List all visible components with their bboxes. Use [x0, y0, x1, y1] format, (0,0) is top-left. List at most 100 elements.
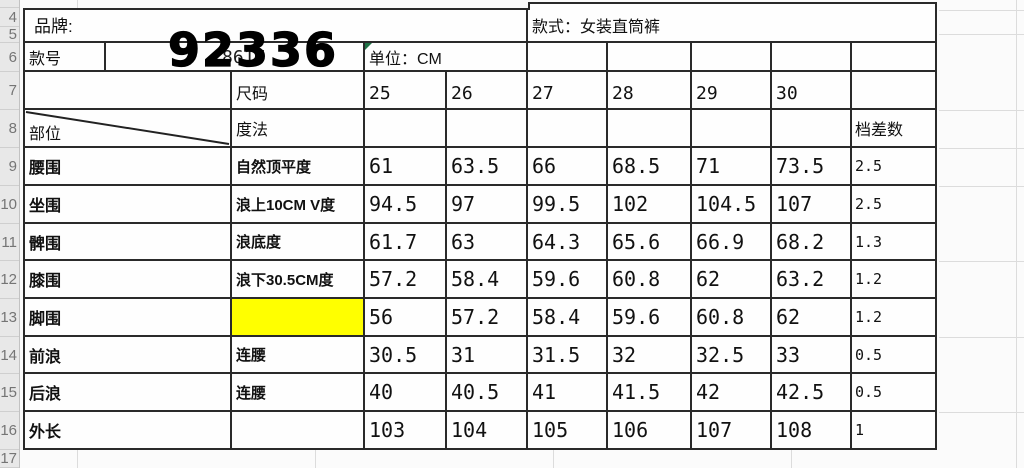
style-no-label-cell[interactable]: 款号 — [25, 43, 106, 70]
value-cell[interactable]: 63.2 — [772, 261, 852, 297]
value-cell[interactable]: 66.9 — [692, 224, 772, 259]
size-cell[interactable]: 30 — [772, 72, 852, 108]
value-cell[interactable]: 103 — [365, 412, 447, 448]
size-cell[interactable]: 27 — [528, 72, 608, 108]
method-header-cell[interactable]: 度法 — [232, 110, 365, 146]
value-cell[interactable]: 41 — [528, 374, 608, 410]
empty-cell[interactable] — [852, 43, 935, 70]
value-cell[interactable]: 32.5 — [692, 337, 772, 372]
part-label-cell[interactable]: 膝围 — [25, 261, 232, 297]
value-cell[interactable]: 41.5 — [608, 374, 692, 410]
part-label-cell[interactable]: 前浪 — [25, 337, 232, 372]
value-cell[interactable]: 63.5 — [447, 148, 528, 184]
value-cell[interactable]: 31.5 — [528, 337, 608, 372]
method-cell[interactable]: 浪下30.5CM度 — [232, 261, 365, 297]
row-number[interactable]: 6 — [0, 43, 19, 72]
row-number[interactable]: 14 — [0, 337, 19, 374]
row-number[interactable]: 17 — [0, 450, 19, 468]
size-label-cell[interactable]: 尺码 — [232, 72, 365, 108]
value-cell[interactable]: 40.5 — [447, 374, 528, 410]
part-label-cell[interactable]: 后浪 — [25, 374, 232, 410]
value-cell[interactable]: 60.8 — [608, 261, 692, 297]
value-cell[interactable]: 60.8 — [692, 299, 772, 335]
grading-cell[interactable]: 1.3 — [855, 232, 883, 251]
part-header-cell[interactable]: 部位 — [25, 110, 232, 146]
value-cell[interactable]: 73.5 — [772, 148, 852, 184]
value-cell[interactable]: 32 — [608, 337, 692, 372]
value-cell[interactable]: 106 — [608, 412, 692, 448]
size-cell[interactable]: 26 — [447, 72, 528, 108]
empty-cell[interactable] — [692, 43, 772, 70]
value-cell[interactable]: 40 — [365, 374, 447, 410]
method-cell[interactable]: 连腰 — [232, 337, 365, 372]
empty-cell[interactable] — [692, 110, 772, 146]
value-cell[interactable]: 64.3 — [528, 224, 608, 259]
method-cell[interactable]: 浪上10CM V度 — [232, 186, 365, 222]
value-cell[interactable]: 104.5 — [692, 186, 772, 222]
value-cell[interactable]: 31 — [447, 337, 528, 372]
value-cell[interactable]: 71 — [692, 148, 772, 184]
value-cell[interactable]: 57.2 — [365, 261, 447, 297]
part-label-cell[interactable]: 髀围 — [25, 224, 232, 259]
part-label-cell[interactable]: 脚围 — [25, 299, 232, 335]
method-cell[interactable] — [232, 299, 365, 335]
empty-cell[interactable] — [365, 110, 447, 146]
method-cell[interactable] — [232, 412, 365, 448]
value-cell[interactable]: 61.7 — [365, 224, 447, 259]
row-number[interactable]: 7 — [0, 72, 19, 110]
value-cell[interactable]: 62 — [772, 299, 852, 335]
empty-cell[interactable] — [608, 43, 692, 70]
empty-cell[interactable] — [25, 72, 232, 108]
row-number[interactable]: 11 — [0, 224, 19, 261]
grading-cell[interactable]: 0.5 — [855, 383, 883, 401]
value-cell[interactable]: 30.5 — [365, 337, 447, 372]
empty-cell[interactable] — [447, 110, 528, 146]
row-number[interactable]: 10 — [0, 186, 19, 224]
value-cell[interactable]: 57.2 — [447, 299, 528, 335]
part-label-cell[interactable]: 坐围 — [25, 186, 232, 222]
value-cell[interactable]: 104 — [447, 412, 528, 448]
size-cell[interactable]: 25 — [365, 72, 447, 108]
value-cell[interactable]: 107 — [772, 186, 852, 222]
grading-cell[interactable]: 2.5 — [855, 195, 883, 213]
grading-cell[interactable]: 1.2 — [855, 308, 883, 326]
value-cell[interactable]: 107 — [692, 412, 772, 448]
row-number[interactable]: 4 — [0, 8, 19, 27]
row-number[interactable]: 15 — [0, 374, 19, 412]
method-cell[interactable]: 浪底度 — [232, 224, 365, 259]
value-cell[interactable]: 56 — [365, 299, 447, 335]
part-label-cell[interactable]: 腰围 — [25, 148, 232, 184]
empty-cell[interactable] — [528, 43, 608, 70]
value-cell[interactable]: 59.6 — [528, 261, 608, 297]
empty-cell[interactable] — [772, 110, 852, 146]
value-cell[interactable]: 58.4 — [528, 299, 608, 335]
size-cell[interactable]: 28 — [608, 72, 692, 108]
grading-cell[interactable]: 1 — [855, 421, 865, 439]
value-cell[interactable]: 33 — [772, 337, 852, 372]
row-number[interactable]: 12 — [0, 261, 19, 299]
row-number[interactable]: 9 — [0, 148, 19, 186]
value-cell[interactable]: 99.5 — [528, 186, 608, 222]
size-cell[interactable]: 29 — [692, 72, 772, 108]
empty-cell[interactable] — [852, 72, 935, 108]
value-cell[interactable]: 68.2 — [772, 224, 852, 259]
grading-cell[interactable]: 1.2 — [855, 270, 883, 288]
value-cell[interactable]: 58.4 — [447, 261, 528, 297]
value-cell[interactable]: 61 — [365, 148, 447, 184]
method-cell[interactable]: 连腰 — [232, 374, 365, 410]
empty-cell[interactable] — [772, 43, 852, 70]
row-number[interactable]: 16 — [0, 412, 19, 450]
value-cell[interactable]: 94.5 — [365, 186, 447, 222]
part-label-cell[interactable]: 外长 — [25, 412, 232, 448]
unit-cell[interactable]: 单位：CM — [365, 43, 528, 70]
value-cell[interactable]: 97 — [447, 186, 528, 222]
value-cell[interactable]: 102 — [608, 186, 692, 222]
method-cell[interactable]: 自然顶平度 — [232, 148, 365, 184]
row-number[interactable]: 13 — [0, 299, 19, 337]
value-cell[interactable]: 59.6 — [608, 299, 692, 335]
value-cell[interactable]: 68.5 — [608, 148, 692, 184]
value-cell[interactable]: 62 — [692, 261, 772, 297]
empty-cell[interactable] — [528, 110, 608, 146]
grading-header-cell[interactable]: 档差数 — [855, 122, 904, 139]
empty-cell[interactable] — [608, 110, 692, 146]
